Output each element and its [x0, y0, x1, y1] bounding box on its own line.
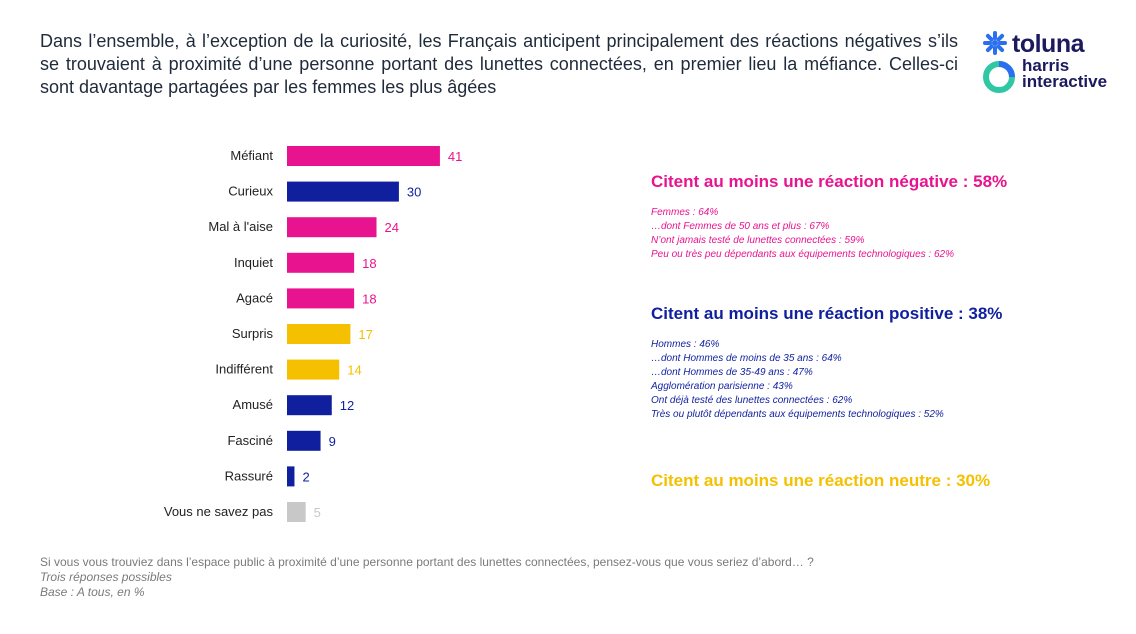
logo-toluna-text: toluna [1012, 30, 1085, 58]
bar [287, 395, 332, 416]
category-label: Inquiet [234, 255, 273, 270]
positive-panel-item: Agglomération parisienne : 43% [651, 381, 793, 392]
negative-panel-item: N’ont jamais testé de lunettes connectée… [651, 235, 865, 246]
value-label: 5 [314, 505, 321, 520]
positive-panel-item: Ont déjà testé des lunettes connectées :… [651, 395, 853, 406]
bar-chart: Méfiant 41 Curieux 30 Mal à l'aise 24 Inquiet 1… [164, 146, 462, 522]
positive-panel-item: Hommes : 46% [651, 339, 720, 350]
negative-panel-item: Peu ou très peu dépendants aux équipemen… [651, 249, 954, 260]
logo-harris-word: harris [1022, 56, 1070, 75]
page-headline: Dans l’ensemble, à l’exception de la cur… [40, 31, 958, 97]
footnote-note-2: Base : A tous, en % [40, 585, 145, 599]
value-label: 17 [358, 327, 372, 342]
category-label: Amusé [233, 397, 273, 412]
category-label: Curieux [228, 184, 273, 199]
value-label: 12 [340, 398, 354, 413]
bar [287, 502, 306, 522]
positive-panel-item: …dont Hommes de moins de 35 ans : 64% [651, 353, 842, 364]
bar [287, 217, 377, 238]
value-label: 18 [362, 256, 376, 271]
positive-panel-title: Citent au moins une réaction positive : … [651, 304, 1003, 323]
category-label: Rassuré [225, 468, 273, 483]
category-label: Vous ne savez pas [164, 504, 274, 519]
bar [287, 146, 440, 166]
negative-panel-title: Citent au moins une réaction négative : … [651, 172, 1008, 191]
footnote-note-1: Trois réponses possibles [40, 570, 172, 584]
positive-panel-items: Hommes : 46% …dont Hommes de moins de 35 … [651, 338, 1002, 422]
toluna-harris-logo: toluna harris interactive [982, 30, 1132, 96]
bar [287, 181, 399, 202]
bar [287, 359, 340, 380]
footnote-question: Si vous vous trouviez dans l’espace publ… [40, 555, 814, 569]
value-label: 24 [385, 220, 399, 235]
value-label: 41 [448, 149, 462, 164]
negative-panel-item: Femmes : 64% [651, 207, 719, 218]
value-label: 18 [362, 291, 376, 306]
asterisk-icon [983, 31, 1007, 55]
value-label: 2 [302, 469, 309, 484]
negative-panel-items: Femmes : 64% …dont Femmes de 50 ans et pl… [651, 206, 1007, 262]
bar [287, 288, 355, 309]
bar [287, 466, 295, 487]
positive-panel-item: Très ou plutôt dépendants aux équipement… [651, 409, 944, 420]
logo-interactive-word: interactive [1022, 72, 1108, 91]
value-label: 30 [407, 185, 421, 200]
category-label: Indifférent [215, 362, 273, 377]
category-label: Mal à l'aise [208, 219, 273, 234]
bar [287, 430, 321, 451]
category-label: Méfiant [230, 148, 273, 163]
negative-panel: Citent au moins une réaction négative : … [651, 172, 1007, 262]
value-label: 9 [329, 434, 336, 449]
category-label: Fasciné [227, 433, 273, 448]
bar [287, 324, 351, 344]
positive-panel: Citent au moins une réaction positive : … [651, 304, 1002, 422]
positive-panel-item: …dont Hommes de 35-49 ans : 47% [651, 367, 813, 378]
category-label: Surpris [232, 326, 274, 341]
ring-icon [983, 61, 1015, 93]
footnote: Si vous vous trouviez dans l’espace publ… [40, 555, 814, 600]
category-label: Agacé [236, 290, 273, 305]
negative-panel-item: …dont Femmes de 50 ans et plus : 67% [651, 221, 830, 232]
value-label: 14 [347, 363, 361, 378]
neutral-panel-title: Citent au moins une réaction neutre : 30… [651, 471, 991, 490]
bar [287, 252, 355, 273]
logo-harris-text: harris interactive [1022, 56, 1108, 91]
neutral-panel: Citent au moins une réaction neutre : 30… [651, 471, 990, 505]
